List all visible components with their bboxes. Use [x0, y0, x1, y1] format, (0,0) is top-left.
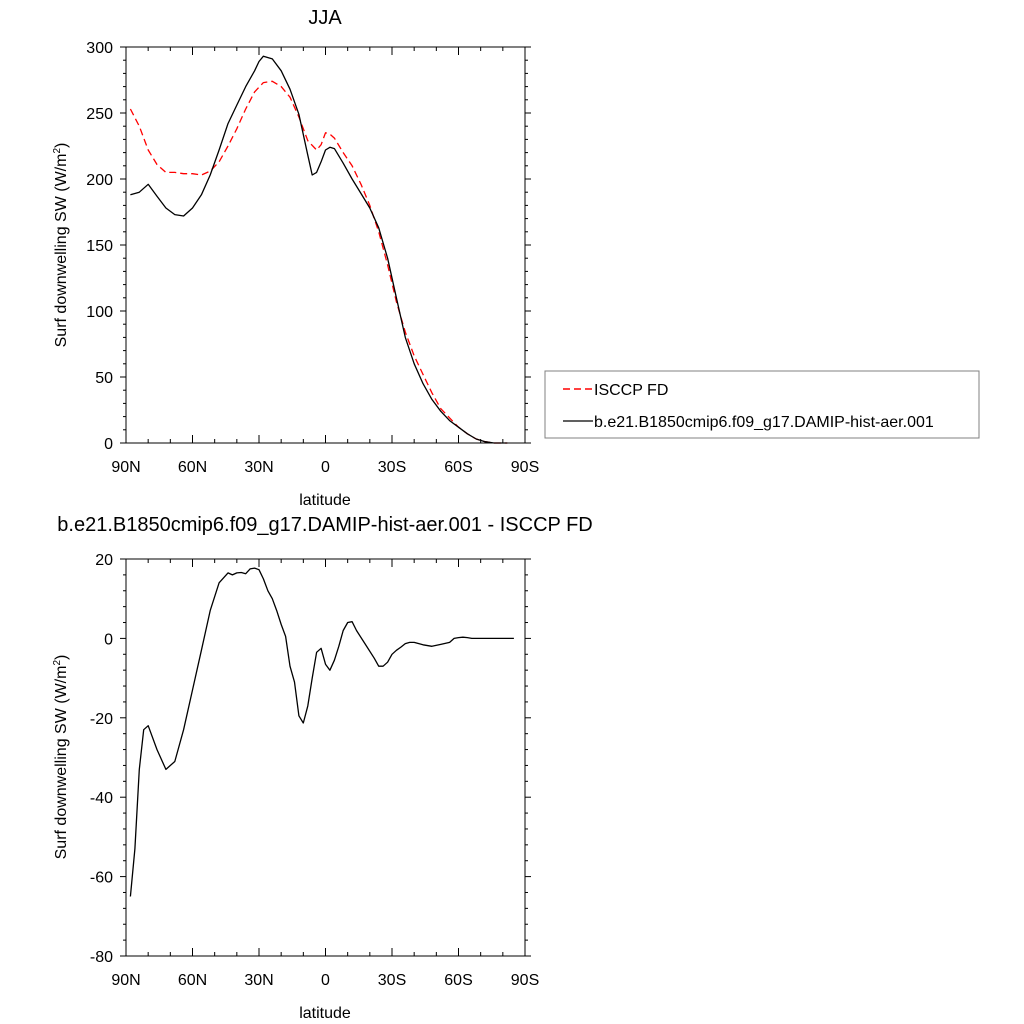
top-x-axis-label: latitude [299, 492, 351, 509]
top-panel: JJA 90N 60N 30N 0 30S 60S 90S 0 50 100 150 200 250 30… [52, 7, 980, 509]
top-y-axis-label-main: Surf downwelling SW (W/m [53, 154, 70, 348]
bottom-series-line-0 [129, 567, 514, 897]
bottom-y-axis-label-close: ) [53, 655, 70, 660]
bottom-y-tick-label: -40 [90, 790, 113, 807]
top-y-axis-label-superscript: 2 [52, 148, 63, 154]
bottom-axis-ticks: 90N 60N 30N 0 30S 60S 90S -80 -60 -40 -20 0 20 [90, 552, 539, 989]
top-x-tick-label: 90N [111, 459, 140, 476]
legend-box [544, 370, 980, 439]
bottom-x-tick-label: 0 [321, 972, 330, 989]
top-axis-ticks: 90N 60N 30N 0 30S 60S 90S 0 50 100 150 200 250 300 [86, 40, 539, 476]
top-y-axis-label: Surf downwelling SW (W/m2) [52, 143, 70, 348]
top-x-tick-label: 30N [244, 459, 273, 476]
bottom-y-axis-label-superscript: 2 [52, 660, 63, 666]
bottom-x-tick-label: 30S [378, 972, 406, 989]
top-series-line-1 [130, 55, 508, 444]
bottom-y-axis-label-main: Surf downwelling SW (W/m [53, 666, 70, 860]
bottom-y-tick-label: 0 [104, 631, 113, 648]
top-plot-frame [125, 46, 526, 444]
bottom-x-axis-label: latitude [299, 1005, 351, 1022]
top-y-tick-label: 100 [86, 304, 113, 321]
bottom-plot-frame [125, 558, 526, 957]
top-panel-title: JJA [308, 7, 342, 29]
top-x-tick-label: 0 [321, 459, 330, 476]
top-x-tick-label: 60S [444, 459, 472, 476]
bottom-plot-area [129, 567, 514, 897]
top-x-tick-label: 30S [378, 459, 406, 476]
bottom-x-tick-label: 30N [244, 972, 273, 989]
bottom-x-tick-label: 60S [444, 972, 472, 989]
top-y-tick-label: 200 [86, 172, 113, 189]
bottom-y-tick-label: -20 [90, 711, 113, 728]
bottom-x-tick-label: 90S [511, 972, 539, 989]
top-y-tick-label: 0 [104, 436, 113, 453]
bottom-x-tick-label: 60N [178, 972, 207, 989]
top-plot-area [129, 55, 508, 444]
bottom-panel-title: b.e21.B1850cmip6.f09_g17.DAMIP-hist-aer.… [57, 514, 592, 536]
top-y-tick-label: 150 [86, 238, 113, 255]
legend-label-model: b.e21.B1850cmip6.f09_g17.DAMIP-hist-aer.… [594, 414, 934, 431]
bottom-y-axis-label: Surf downwelling SW (W/m2) [52, 655, 70, 860]
top-y-tick-label: 300 [86, 40, 113, 57]
top-x-tick-label: 90S [511, 459, 539, 476]
bottom-y-tick-label: 20 [95, 552, 113, 569]
top-y-tick-label: 250 [86, 106, 113, 123]
bottom-y-tick-label: -80 [90, 949, 113, 966]
legend: ISCCP FD b.e21.B1850cmip6.f09_g17.DAMIP-… [544, 370, 980, 439]
bottom-panel: b.e21.B1850cmip6.f09_g17.DAMIP-hist-aer.… [52, 514, 593, 1022]
bottom-x-tick-label: 90N [111, 972, 140, 989]
top-x-tick-label: 60N [178, 459, 207, 476]
top-y-tick-label: 50 [95, 370, 113, 387]
legend-label-isccp: ISCCP FD [594, 382, 668, 399]
bottom-y-tick-label: -60 [90, 870, 113, 887]
top-series-line-0 [129, 80, 508, 444]
top-y-axis-label-close: ) [53, 143, 70, 148]
